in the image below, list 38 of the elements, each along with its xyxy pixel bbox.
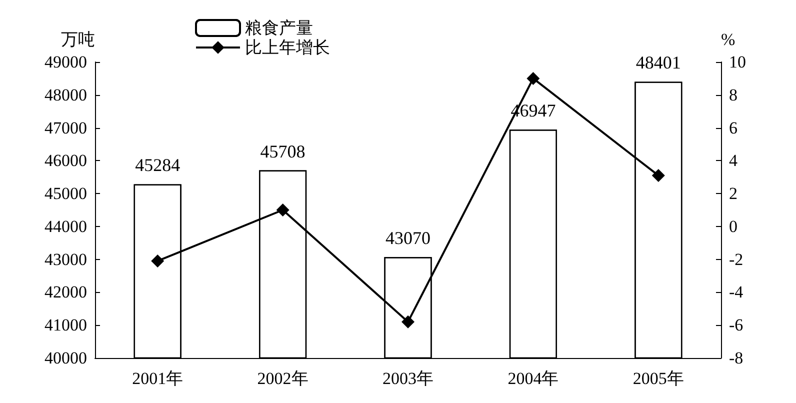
- y-tick-label: 45000: [44, 184, 87, 204]
- point: [526, 72, 540, 85]
- y-tick-label: 42000: [44, 282, 87, 302]
- y-tick-label: 41000: [44, 316, 87, 335]
- data-label: 43070: [386, 228, 430, 248]
- point: [151, 254, 164, 268]
- y-tick-label: 44000: [44, 216, 87, 236]
- point: [402, 315, 414, 328]
- y2-tick-label: 8: [729, 85, 738, 104]
- x-tick-label: 2003年: [382, 369, 434, 388]
- y2-tick-label: 4: [729, 151, 738, 170]
- y2-tick-label: -8: [729, 348, 744, 368]
- x-tick-label: 2005年: [632, 369, 684, 388]
- y-tick-label: 47000: [44, 118, 87, 138]
- y2-tick-label: -4: [729, 282, 744, 302]
- y-tick-label: 49000: [44, 52, 87, 72]
- y2-tick-label: 6: [729, 118, 738, 138]
- x-tick-label: 2002年: [257, 369, 308, 388]
- point: [652, 168, 665, 182]
- legend-label: 比上年增长: [245, 38, 330, 57]
- y2-tick-label: -2: [729, 250, 744, 269]
- x-tick-label: 2001年: [132, 369, 184, 388]
- y2-tick-label: -6: [729, 316, 744, 335]
- y-tick-label: 43000: [44, 250, 87, 269]
- y2-tick-label: 0: [729, 216, 738, 236]
- data-label: 45284: [135, 155, 180, 176]
- y-tick-label: 46000: [44, 151, 87, 170]
- x-tick-label: 2004年: [508, 369, 559, 388]
- y2-axis-title: %: [721, 30, 736, 49]
- y2-tick-label: 10: [729, 52, 746, 72]
- data-label: 45708: [260, 141, 306, 162]
- point: [276, 204, 290, 216]
- y-axis-title: 万吨: [61, 30, 95, 49]
- legend-label: 粮食产量: [245, 18, 313, 38]
- data-label: 48401: [636, 52, 681, 73]
- y-tick-label: 40000: [44, 348, 87, 368]
- y-tick-label: 48000: [44, 85, 87, 104]
- y2-tick-label: 2: [729, 184, 738, 204]
